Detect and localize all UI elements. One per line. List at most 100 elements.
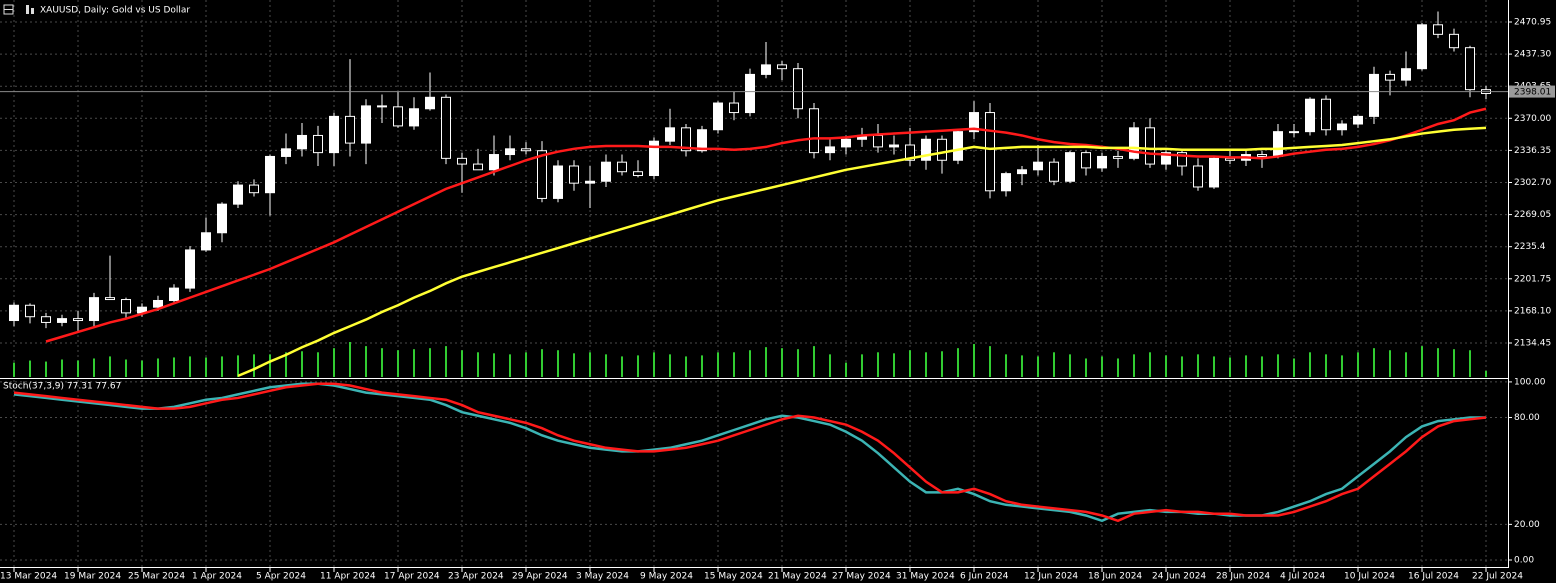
volume-bar [525, 352, 527, 377]
volume-bar [29, 360, 31, 377]
candle-body [1289, 131, 1299, 134]
volume-bar [685, 356, 687, 377]
candle-body [25, 304, 35, 318]
volume-bar [429, 348, 431, 377]
candle-body [1209, 157, 1219, 188]
y-tick-label: 2302.70 [1514, 178, 1551, 188]
candle-body [841, 138, 851, 148]
candle-body [937, 138, 947, 161]
candle-body [905, 144, 915, 161]
volume-bar [461, 350, 463, 377]
y-tick-label: 2134.45 [1514, 338, 1551, 348]
volume-bar [1389, 350, 1391, 377]
volume-bar [381, 348, 383, 377]
volume-bar [285, 352, 287, 377]
volume-bar [317, 352, 319, 377]
candle-body [217, 203, 227, 234]
candle-body [1097, 155, 1107, 169]
chart-title: XAUUSD, Daily: Gold vs US Dollar [40, 6, 190, 16]
moving-average [45, 107, 1487, 343]
candle-body [89, 297, 99, 322]
y-tick-label: 2336.35 [1514, 146, 1551, 156]
x-tick-label: 16 Jul 2024 [1408, 572, 1459, 582]
volume-bar [717, 352, 719, 377]
candle-body [1017, 169, 1027, 175]
volume-bar [237, 355, 239, 377]
candle-body [617, 161, 627, 173]
candle-body [969, 112, 979, 133]
candle-body [1161, 152, 1171, 165]
volume-bar [1405, 352, 1407, 377]
volume-bar [1149, 352, 1151, 377]
x-tick-label: 25 Mar 2024 [128, 572, 185, 582]
volume-layer [13, 342, 1487, 377]
y-tick-label: 2370.00 [1514, 114, 1551, 124]
volume-bar [141, 360, 143, 377]
candle-body [169, 287, 179, 301]
candle-body [313, 134, 323, 154]
x-tick-label: 28 Jun 2024 [1216, 572, 1270, 582]
volume-bar [973, 344, 975, 377]
x-tick-label: 31 May 2024 [896, 572, 955, 582]
x-tick-label: 11 Apr 2024 [320, 572, 376, 582]
candle-body [713, 102, 723, 131]
volume-bar [413, 349, 415, 377]
candle-body [121, 299, 131, 314]
candle-body [297, 134, 307, 150]
volume-bar [77, 360, 79, 377]
candle-body [921, 138, 931, 161]
volume-bar [1357, 352, 1359, 377]
x-tick-label: 13 Mar 2024 [0, 572, 57, 582]
volume-bar [749, 350, 751, 377]
candle-body [41, 316, 51, 323]
x-tick-label: 5 Apr 2024 [256, 572, 306, 582]
candle-body [1145, 127, 1155, 165]
volume-bar [45, 361, 47, 377]
candle-body [761, 64, 771, 75]
y-tick-label: 2437.30 [1514, 50, 1551, 60]
volume-bar [1485, 370, 1487, 377]
candle-body [1305, 98, 1315, 133]
volume-bar [1453, 349, 1455, 377]
candle-body [1449, 33, 1459, 49]
candle-body [1065, 152, 1075, 182]
volume-bar [781, 348, 783, 377]
candle-body [553, 165, 563, 199]
volume-bar [877, 352, 879, 377]
volume-bar [365, 346, 367, 377]
volume-bar [125, 359, 127, 377]
volume-bar [845, 362, 847, 377]
volume-bar [1469, 350, 1471, 377]
x-tick-label: 27 May 2024 [832, 572, 891, 582]
candle-body [73, 318, 83, 322]
volume-bar [221, 356, 223, 377]
volume-bar [253, 354, 255, 377]
volume-bar [1437, 348, 1439, 377]
volume-bar [797, 349, 799, 377]
candle-body [361, 105, 371, 144]
x-tick-label: 15 May 2024 [704, 572, 763, 582]
volume-bar [573, 353, 575, 377]
volume-bar [1069, 354, 1071, 377]
moving-average [237, 126, 1487, 377]
candle-body [729, 102, 739, 114]
volume-bar [1197, 354, 1199, 377]
candle-body [1401, 68, 1411, 81]
x-tick-label: 18 Jun 2024 [1088, 572, 1142, 582]
x-tick-label: 9 May 2024 [640, 572, 693, 582]
volume-bar [61, 359, 63, 377]
timeframe-icon [26, 5, 29, 14]
volume-bar [1021, 355, 1023, 377]
candle-body [537, 150, 547, 199]
x-tick-label: 3 May 2024 [576, 572, 629, 582]
candle-body [889, 144, 899, 148]
candle-body [601, 161, 611, 182]
x-tick-label: 29 Apr 2024 [512, 572, 568, 582]
volume-bar [93, 358, 95, 377]
volume-bar [765, 347, 767, 377]
volume-bar [733, 352, 735, 377]
volume-bar [605, 354, 607, 377]
y-tick-label: 2269.05 [1514, 210, 1551, 220]
